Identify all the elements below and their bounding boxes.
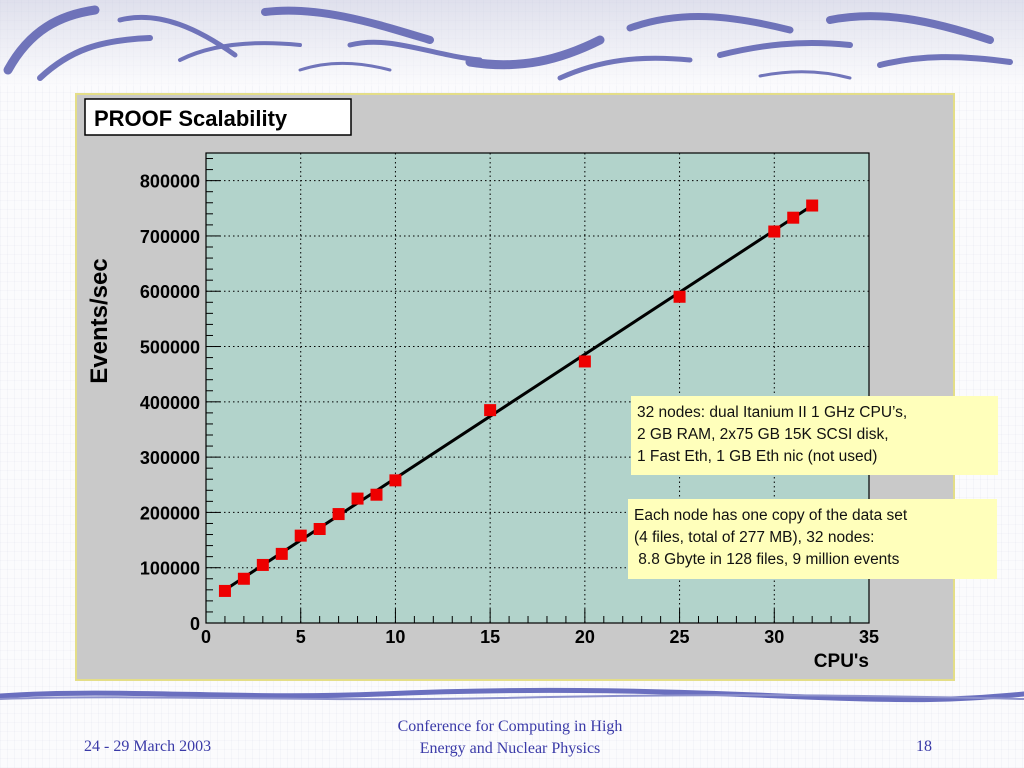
x-tick-label: 0 <box>201 627 211 647</box>
y-tick-label: 0 <box>190 614 200 634</box>
dataset-note: Each node has one copy of the data set (… <box>628 499 997 579</box>
data-point <box>578 355 591 368</box>
x-tick-label: 10 <box>385 627 405 647</box>
footer-conference-line1: Conference for Computing in High <box>397 718 623 735</box>
data-point <box>806 199 819 212</box>
y-tick-label: 700000 <box>140 227 200 247</box>
y-axis-label: Events/sec <box>86 258 113 383</box>
chart-title: PROOF Scalability <box>94 106 288 131</box>
data-point <box>484 404 497 417</box>
x-tick-label: 25 <box>670 627 690 647</box>
data-point <box>787 211 800 224</box>
data-point <box>332 508 345 521</box>
data-point <box>313 523 326 535</box>
data-point <box>370 488 383 501</box>
data-point <box>351 492 364 505</box>
data-point <box>237 572 250 585</box>
data-point <box>256 558 269 571</box>
y-tick-label: 500000 <box>140 338 200 358</box>
y-tick-label: 200000 <box>140 503 200 523</box>
y-tick-label: 800000 <box>140 172 200 192</box>
x-tick-label: 15 <box>480 627 500 647</box>
data-point <box>275 547 288 560</box>
x-tick-label: 5 <box>296 627 306 647</box>
y-tick-label: 300000 <box>140 448 200 468</box>
header-decoration <box>0 0 1024 86</box>
data-point <box>294 529 307 542</box>
data-point <box>389 474 402 487</box>
x-tick-label: 30 <box>764 627 784 647</box>
data-point <box>768 225 781 238</box>
y-tick-label: 100000 <box>140 559 200 579</box>
hardware-specs-note: 32 nodes: dual Itanium II 1 GHz CPU’s, 2… <box>631 396 998 475</box>
y-tick-label: 400000 <box>140 393 200 413</box>
footer-conference: Conference for Computing in High Energy … <box>310 716 710 760</box>
chart: PROOF Scalability 0 5 10 15 20 25 30 35 0 100000 2… <box>84 98 879 672</box>
title-box <box>84 98 352 136</box>
x-tick-label: 35 <box>859 627 879 647</box>
data-point <box>673 290 686 303</box>
footer-date: 24 - 29 March 2003 <box>84 738 212 755</box>
x-axis-label: CPU's <box>814 651 869 672</box>
footer-page-number: 18 <box>916 738 932 755</box>
footer-conference-line2: Energy and Nuclear Physics <box>419 740 601 757</box>
footer-divider <box>0 687 1024 703</box>
x-tick-label: 20 <box>575 627 595 647</box>
chart-canvas: PROOF Scalability 0 5 10 15 20 25 30 35 0 100000 2… <box>75 93 955 681</box>
y-tick-label: 600000 <box>140 282 200 302</box>
data-point <box>218 584 231 597</box>
